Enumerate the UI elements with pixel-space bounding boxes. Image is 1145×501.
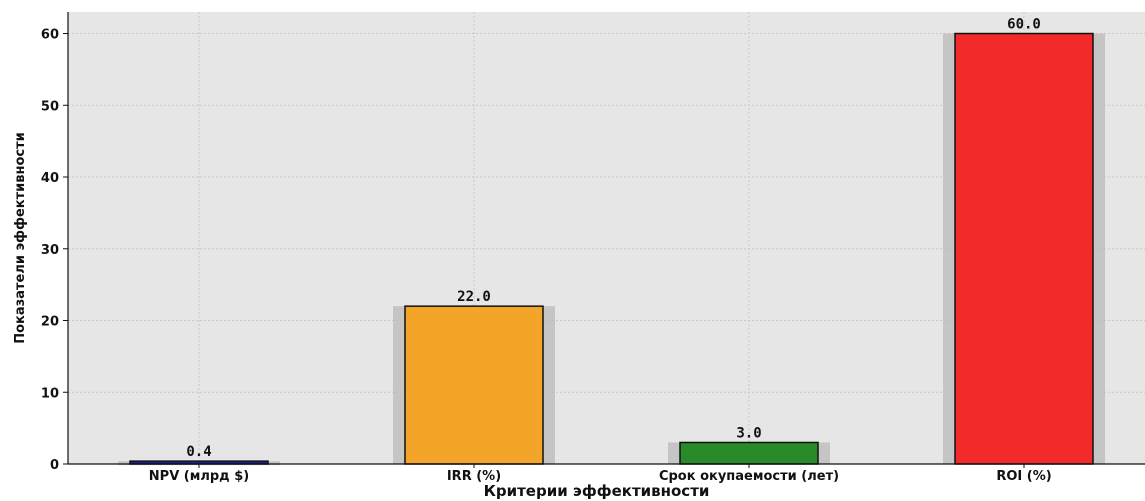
value-label: 60.0 [1007, 17, 1041, 33]
x-tick-label: IRR (%) [447, 469, 501, 484]
x-tick-label: NPV (млрд $) [149, 469, 249, 484]
y-tick-label: 30 [41, 243, 59, 258]
y-tick-label: 0 [50, 458, 59, 473]
bar-2 [679, 441, 819, 465]
bars [129, 32, 1094, 465]
bar-1 [404, 305, 544, 465]
x-tick-label: ROI (%) [996, 469, 1051, 484]
y-axis-title: Показатели эффективности [13, 132, 28, 344]
y-tick-label: 20 [41, 315, 59, 330]
y-tick-label: 60 [41, 28, 59, 43]
y-tick-label: 50 [41, 99, 59, 114]
value-label: 3.0 [736, 425, 761, 441]
x-axis-title: Критерии эффективности [484, 482, 710, 500]
x-axis-ticks: NPV (млрд $) IRR (%) Срок окупаемости (лет… [149, 464, 1052, 484]
y-tick-label: 40 [41, 171, 59, 186]
y-tick-label: 10 [41, 386, 59, 401]
value-label: 22.0 [457, 289, 491, 305]
y-axis-ticks: 0 10 20 30 40 50 60 [41, 28, 68, 473]
value-label: 0.4 [186, 444, 211, 460]
bar-3 [954, 32, 1094, 465]
value-labels: 0.4 22.0 3.0 60.0 [186, 17, 1041, 461]
x-tick-label: Срок окупаемости (лет) [659, 469, 839, 484]
